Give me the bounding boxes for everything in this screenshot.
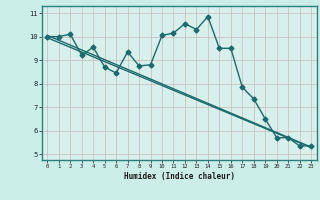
X-axis label: Humidex (Indice chaleur): Humidex (Indice chaleur) (124, 172, 235, 181)
